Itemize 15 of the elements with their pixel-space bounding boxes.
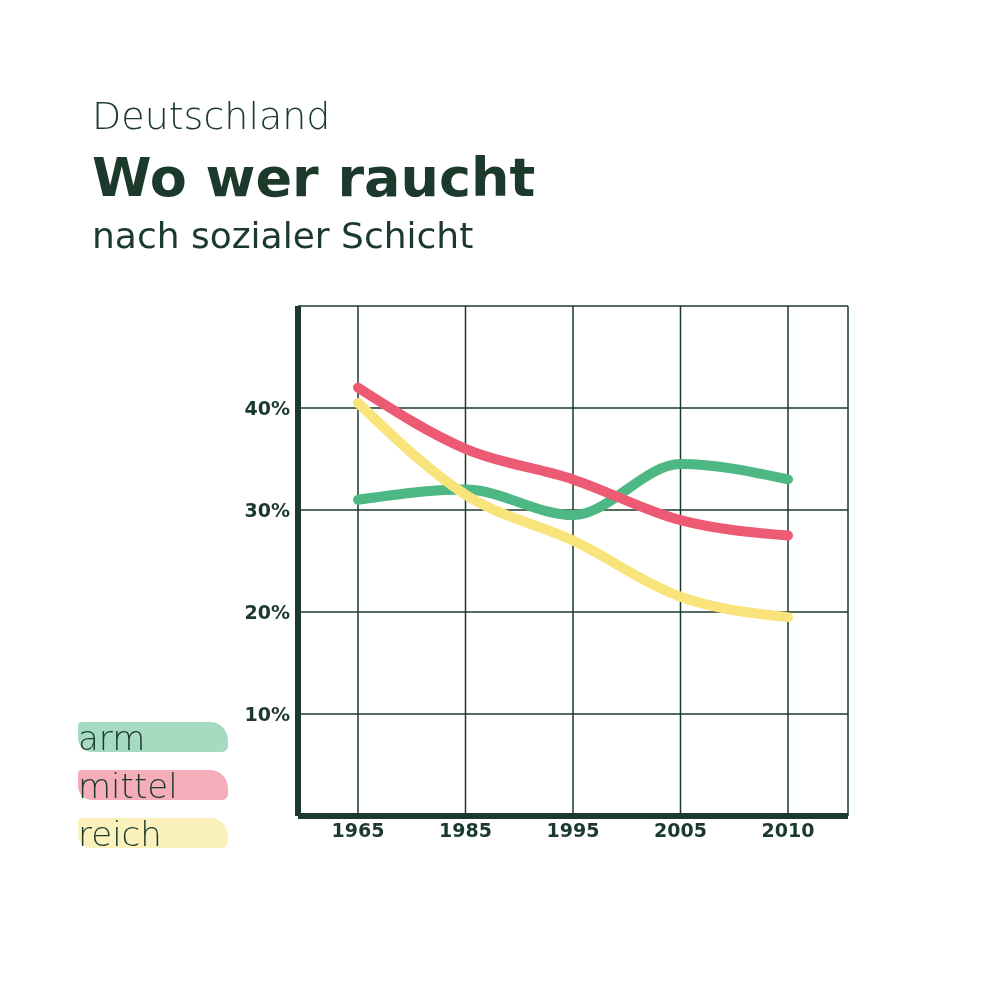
text: Deutschland (92, 94, 332, 138)
y-tick-label: 10% (244, 702, 290, 725)
text: mittel (78, 766, 178, 806)
y-tick-label: 40% (244, 396, 290, 419)
chart-title: Wo wer raucht (92, 146, 537, 209)
text: arm (78, 718, 146, 758)
chart-subtitle: nach sozialer Schicht (92, 215, 475, 256)
x-tick-label: 1985 (439, 819, 492, 842)
x-tick-label: 2010 (761, 819, 815, 842)
text: reich (78, 814, 162, 854)
x-tick-label: 1965 (331, 819, 385, 842)
x-tick-label: 2005 (654, 819, 707, 842)
y-tick-label: 20% (244, 600, 290, 623)
y-tick-label: 30% (244, 498, 290, 521)
x-tick-label: 1995 (546, 819, 600, 842)
